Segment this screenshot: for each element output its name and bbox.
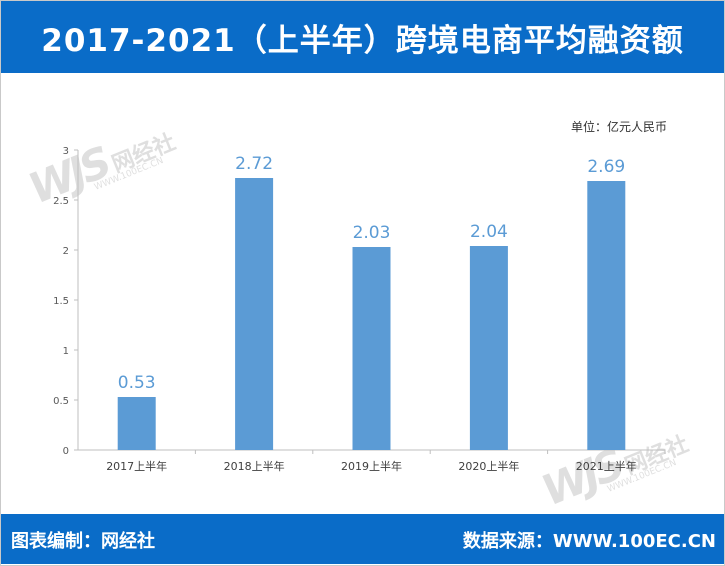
y-tick-label: 3 [63, 146, 69, 157]
unit-label: 单位：亿元人民币 [570, 120, 667, 134]
footer-source: 数据来源：WWW.100EC.CN [462, 531, 716, 552]
bar [352, 247, 391, 450]
x-tick-label: 2020上半年 [458, 459, 519, 473]
y-tick-label: 1.5 [53, 296, 69, 307]
bar [235, 178, 274, 450]
y-tick-label: 0 [63, 446, 69, 457]
bar [117, 397, 156, 450]
x-tick-label: 2017上半年 [106, 459, 167, 473]
data-label: 2.72 [235, 154, 273, 174]
footer-banner: 图表编制：网经社 数据来源：WWW.100EC.CN [1, 514, 724, 564]
x-tick-label: 2018上半年 [224, 459, 285, 473]
bar [469, 246, 508, 450]
data-label: 2.03 [353, 223, 391, 243]
chart-title: 2017-2021（上半年）跨境电商平均融资额 [41, 22, 684, 59]
y-tick-label: 2 [63, 246, 69, 257]
data-label: 2.04 [470, 222, 508, 242]
footer-credit: 图表编制：网经社 [11, 531, 155, 552]
title-banner: 2017-2021（上半年）跨境电商平均融资额 [1, 1, 724, 73]
data-label: 2.69 [587, 157, 625, 177]
x-tick-label: 2021上半年 [576, 459, 637, 473]
data-label: 0.53 [118, 373, 156, 393]
y-tick-label: 1 [63, 346, 69, 357]
y-tick-label: 2.5 [53, 196, 69, 207]
y-tick-label: 0.5 [53, 396, 69, 407]
bar [587, 181, 626, 450]
x-tick-label: 2019上半年 [341, 459, 402, 473]
